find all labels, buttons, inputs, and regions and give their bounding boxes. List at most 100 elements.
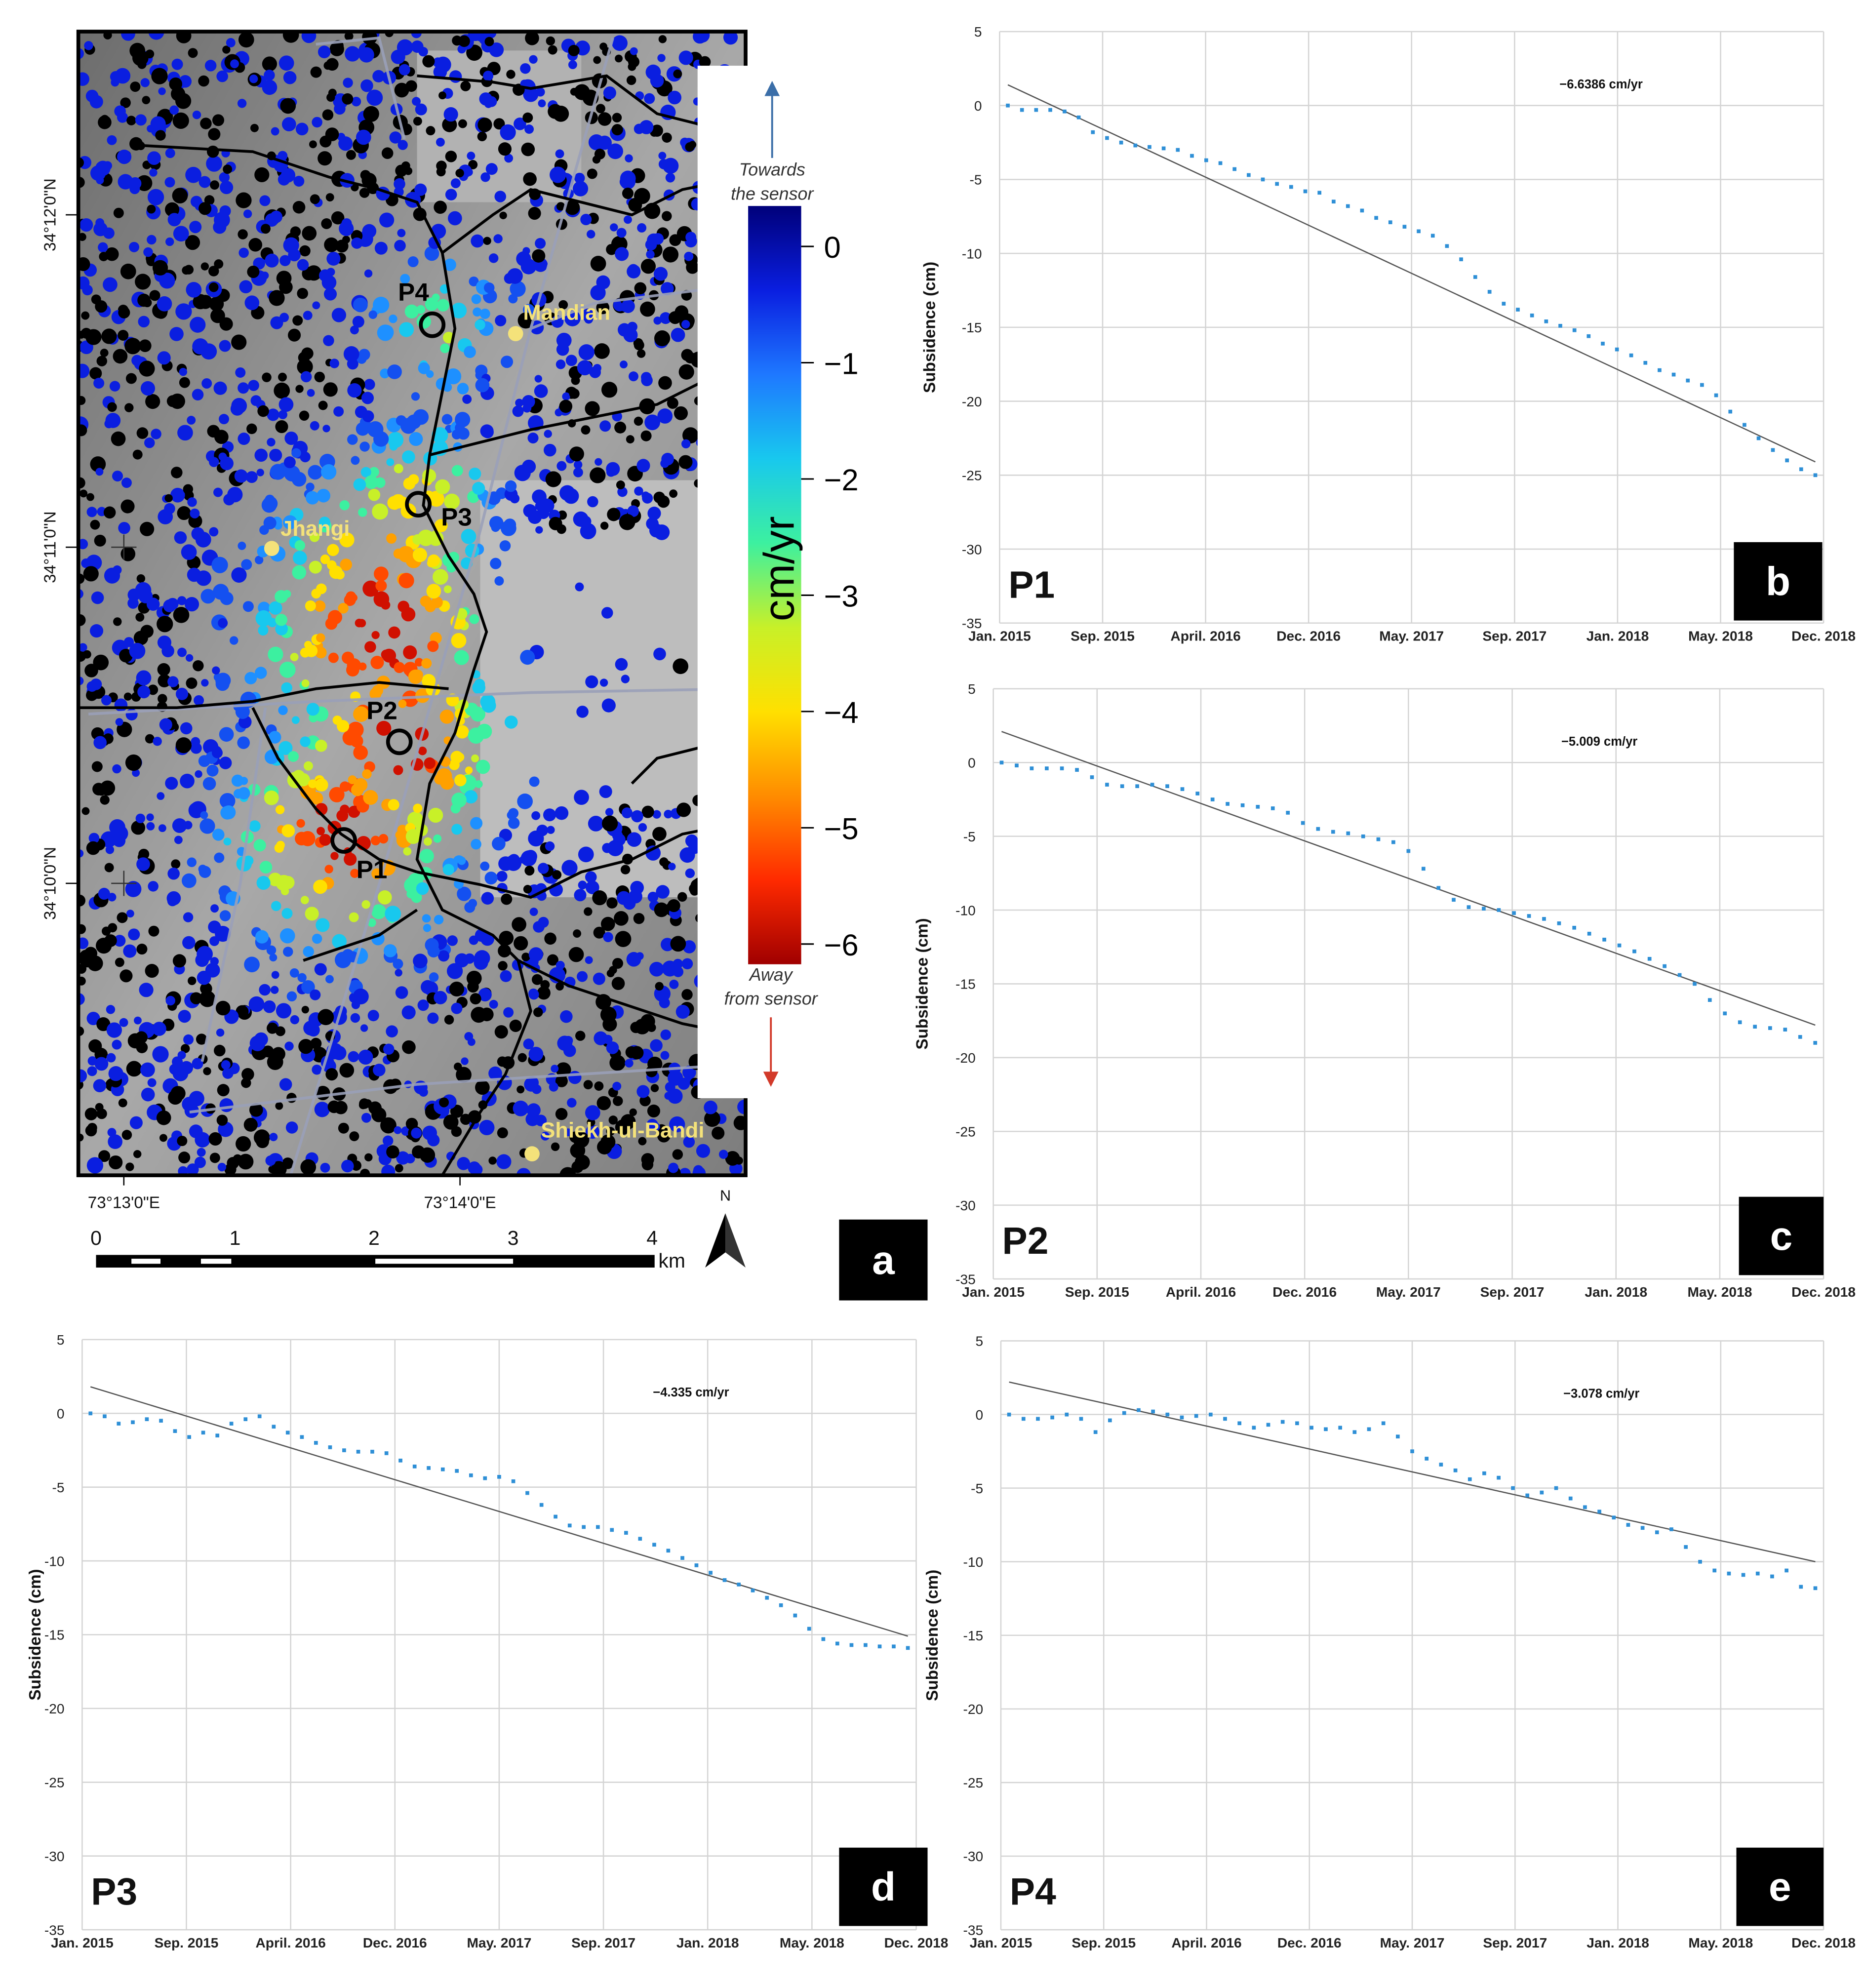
deformation-point — [106, 1053, 116, 1063]
deformation-point — [144, 437, 155, 448]
deformation-point — [339, 781, 350, 792]
deformation-point — [536, 824, 548, 836]
data-point — [1771, 448, 1775, 452]
deformation-point — [219, 910, 231, 921]
deformation-point — [479, 308, 490, 319]
deformation-point — [86, 1011, 100, 1026]
deformation-point — [594, 343, 610, 359]
deformation-point — [448, 211, 462, 226]
y-tick-label: -15 — [962, 320, 982, 335]
deformation-point — [667, 1088, 683, 1104]
data-point — [1768, 1026, 1772, 1030]
deformation-point — [373, 431, 389, 447]
deformation-point — [95, 468, 104, 476]
deformation-point — [723, 31, 738, 45]
data-point — [1045, 766, 1049, 770]
deformation-point — [223, 493, 235, 506]
deformation-point — [443, 107, 458, 122]
deformation-point — [464, 346, 476, 358]
deformation-point — [78, 363, 90, 378]
deformation-point — [140, 78, 150, 87]
deformation-point — [569, 446, 584, 462]
x-tick-label: May. 2017 — [467, 1935, 531, 1950]
deformation-point — [281, 682, 292, 694]
deformation-point — [126, 910, 134, 918]
deformation-point — [451, 824, 463, 835]
data-point — [1798, 1035, 1802, 1039]
deformation-point — [471, 754, 479, 762]
deformation-point — [578, 344, 595, 360]
data-point — [1015, 763, 1019, 768]
data-point — [1079, 1417, 1083, 1421]
deformation-point — [244, 956, 260, 973]
deformation-point — [457, 383, 469, 395]
deformation-point — [105, 247, 119, 261]
y-tick-label: -20 — [955, 1050, 976, 1066]
deformation-point — [574, 790, 589, 805]
deformation-point — [332, 934, 347, 949]
deformation-point — [454, 650, 469, 665]
data-point — [215, 1433, 220, 1437]
data-point — [1036, 1417, 1040, 1421]
deformation-point — [658, 152, 667, 160]
deformation-point — [342, 236, 350, 244]
deformation-point — [87, 955, 103, 971]
deformation-point — [541, 1131, 550, 1141]
deformation-point — [283, 947, 293, 957]
deformation-point — [433, 834, 442, 843]
deformation-point — [198, 755, 210, 767]
deformation-point — [217, 1162, 227, 1172]
deformation-point — [297, 973, 307, 983]
deformation-point — [278, 741, 293, 755]
deformation-point — [490, 557, 502, 569]
x-tick-label: May. 2018 — [780, 1935, 844, 1950]
deformation-point — [142, 160, 151, 169]
deformation-point — [314, 1102, 330, 1117]
deformation-point — [308, 465, 323, 480]
deformation-point — [266, 945, 277, 955]
data-point — [1497, 908, 1501, 912]
deformation-point — [398, 64, 410, 76]
deformation-point — [474, 950, 490, 966]
deformation-point — [197, 946, 213, 962]
deformation-point — [628, 56, 640, 68]
deformation-point — [575, 582, 584, 592]
deformation-point — [615, 247, 629, 261]
deformation-point — [171, 467, 183, 478]
deformation-point — [132, 769, 140, 777]
deformation-point — [414, 183, 427, 196]
deformation-point — [500, 124, 516, 141]
deformation-point — [117, 150, 132, 164]
data-point — [1289, 185, 1293, 189]
deformation-point — [488, 1066, 502, 1080]
deformation-point — [268, 873, 282, 886]
deformation-point — [350, 325, 359, 335]
data-point — [257, 1414, 262, 1419]
data-point — [1511, 1486, 1515, 1490]
deformation-point — [369, 688, 382, 700]
deformation-point — [606, 243, 617, 255]
data-point — [1316, 827, 1320, 831]
deformation-point — [667, 397, 678, 409]
data-point — [1602, 938, 1606, 942]
deformation-point — [78, 539, 88, 550]
data-point — [1093, 1430, 1098, 1434]
data-point — [1007, 1412, 1011, 1417]
deformation-point — [387, 364, 402, 379]
deformation-point — [254, 556, 264, 564]
data-point — [1482, 1471, 1486, 1475]
deformation-point — [617, 486, 628, 497]
deformation-point — [270, 986, 279, 994]
data-point — [1266, 1423, 1270, 1427]
deformation-point — [243, 855, 254, 866]
deformation-point — [580, 523, 596, 540]
deformation-point — [620, 360, 628, 369]
data-point — [88, 1411, 93, 1416]
deformation-point — [118, 329, 129, 341]
deformation-point — [682, 940, 696, 954]
deformation-point — [603, 932, 613, 942]
data-point — [1783, 1028, 1787, 1032]
deformation-point — [283, 71, 297, 84]
deformation-point — [167, 867, 180, 880]
deformation-point — [152, 1022, 166, 1036]
